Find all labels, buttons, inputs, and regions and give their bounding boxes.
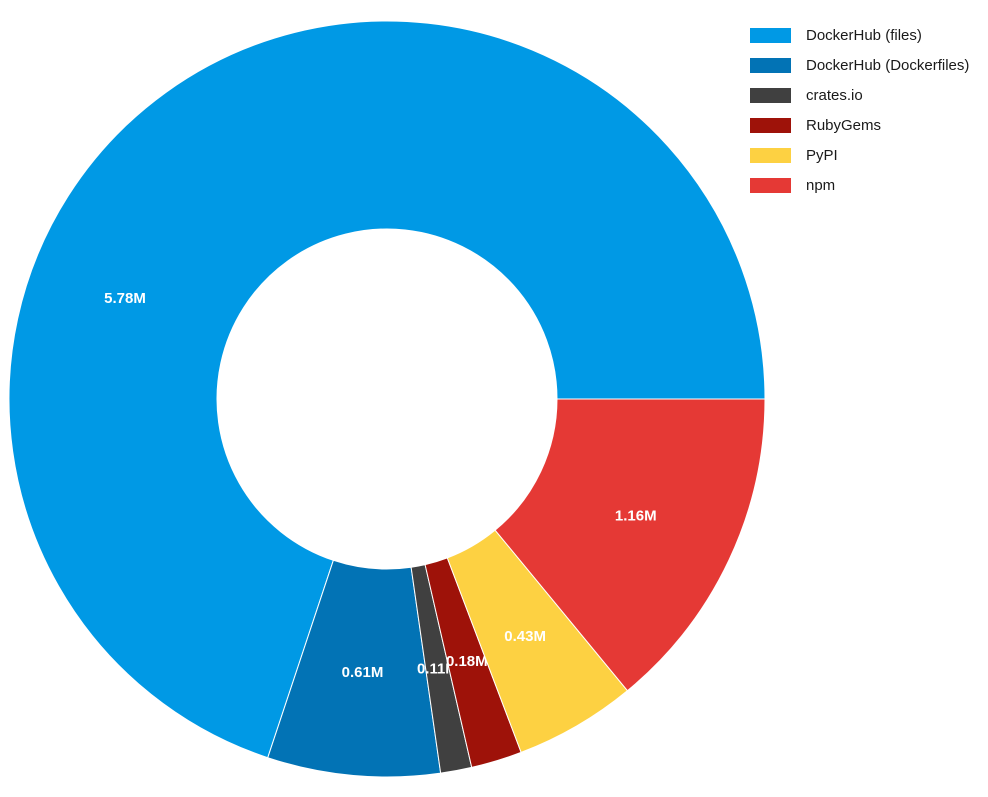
legend-item-dockerhub-files: DockerHub (files): [750, 20, 969, 50]
slice-value-label: 1.16M: [615, 507, 657, 524]
slice-value-label: 0.18M: [446, 653, 488, 670]
legend-swatch: [750, 117, 791, 133]
legend-label: RubyGems: [806, 116, 882, 134]
slice-value-label: 5.78M: [104, 290, 146, 307]
legend-swatch: [750, 27, 791, 43]
legend-label: PyPI: [806, 146, 838, 164]
legend: DockerHub (files) DockerHub (Dockerfiles…: [750, 20, 969, 200]
slice-dockerhub-files: [8, 20, 766, 759]
slice-npm: [494, 398, 766, 692]
legend-label: DockerHub (Dockerfiles): [806, 56, 970, 74]
legend-item-npm: npm: [750, 170, 969, 200]
slice-value-label: 0.43M: [504, 628, 546, 645]
legend-swatch: [750, 87, 791, 103]
legend-label: crates.io: [806, 86, 863, 104]
legend-item-pypi: PyPI: [750, 140, 969, 170]
legend-label: npm: [806, 176, 836, 194]
legend-item-dockerhub-dockerfiles: DockerHub (Dockerfiles): [750, 50, 969, 80]
legend-swatch: [750, 57, 791, 73]
legend-swatch: [750, 147, 791, 163]
legend-item-crates-io: crates.io: [750, 80, 969, 110]
legend-label: DockerHub (files): [806, 26, 922, 44]
slice-value-label: 0.61M: [342, 664, 384, 681]
legend-item-rubygems: RubyGems: [750, 110, 969, 140]
legend-swatch: [750, 177, 791, 193]
